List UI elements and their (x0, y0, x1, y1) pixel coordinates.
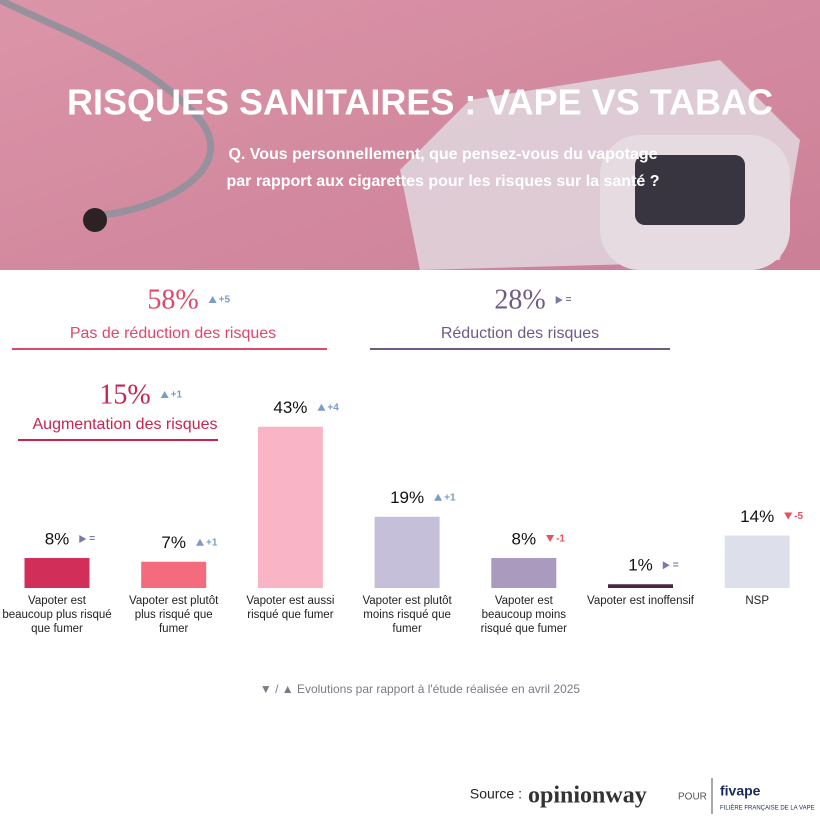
group-value: 58% (147, 284, 198, 315)
stethoscope-tip (83, 208, 107, 232)
evolution-arrow (546, 535, 555, 542)
value-label: 43% (273, 398, 307, 417)
group-name: Augmentation des risques (33, 416, 218, 433)
evolution-label: +1 (444, 492, 456, 503)
evolution-label: = (673, 560, 679, 571)
evolution-arrow (195, 538, 204, 546)
category-label: NSP (745, 595, 770, 607)
evolution-arrow (160, 391, 169, 398)
group-evolution: = (566, 295, 572, 306)
evolution-arrow (79, 535, 87, 543)
category-label: Vapoter est inoffensif (587, 595, 694, 607)
group-evolution: +5 (219, 295, 231, 306)
evolution-arrow (662, 561, 670, 570)
title: RISQUES SANITAIRES : VAPE VS TABAC (67, 82, 773, 123)
group-evolution: +1 (171, 390, 183, 401)
source-partner: fivape (720, 783, 761, 799)
note: ▼ / ▲ Evolutions par rapport à l'étude r… (260, 682, 581, 696)
bar (374, 516, 440, 588)
value-label: 7% (161, 533, 186, 552)
subtitle: par rapport aux cigarettes pour les risq… (226, 173, 659, 190)
category-label: Vapoter est beaucoup plus risqué que fum… (2, 595, 112, 635)
group-name: Réduction des risques (441, 325, 599, 342)
value-label: 1% (628, 556, 653, 575)
evolution-label: -1 (556, 534, 565, 545)
source-label: Source : (470, 786, 522, 802)
value-label: 8% (45, 529, 70, 548)
evolution-arrow (208, 296, 217, 303)
evolution-arrow (317, 403, 326, 411)
device-screen (635, 155, 745, 225)
category-label: Vapoter est beaucoup moins risqué que fu… (480, 595, 567, 635)
group-value: 15% (99, 379, 150, 410)
stethoscope (0, 0, 215, 219)
evolution-label: +1 (206, 537, 218, 548)
evolution-label: +4 (327, 402, 339, 413)
bar (141, 561, 207, 588)
value-label: 8% (512, 529, 537, 548)
group-value: 28% (494, 284, 545, 315)
source-partner-tagline: FILIÈRE FRANÇAISE DE LA VAPE (720, 805, 815, 812)
header-overlay (0, 0, 820, 270)
subtitle: Q. Vous personnellement, que pensez-vous… (228, 146, 657, 163)
evolution-label: = (89, 534, 95, 545)
bar (491, 558, 557, 588)
group-name: Pas de réduction des risques (70, 325, 276, 342)
evolution-arrow (434, 493, 443, 501)
source-connector: POUR (678, 792, 707, 803)
value-label: 19% (390, 488, 424, 507)
bar (257, 426, 323, 588)
bar (608, 584, 673, 588)
evolution-arrow (555, 296, 563, 304)
category-label: Vapoter est aussi risqué que fumer (246, 595, 335, 621)
bar (24, 558, 90, 588)
source-brand: opinionway (528, 783, 647, 809)
category-label: Vapoter est plutôt plus risqué que fumer (129, 595, 219, 635)
evolution-label: -5 (794, 511, 803, 522)
bar (724, 535, 790, 588)
value-label: 14% (740, 507, 774, 526)
category-label: Vapoter est plutôt moins risqué que fume… (362, 595, 452, 635)
evolution-arrow (784, 512, 793, 520)
